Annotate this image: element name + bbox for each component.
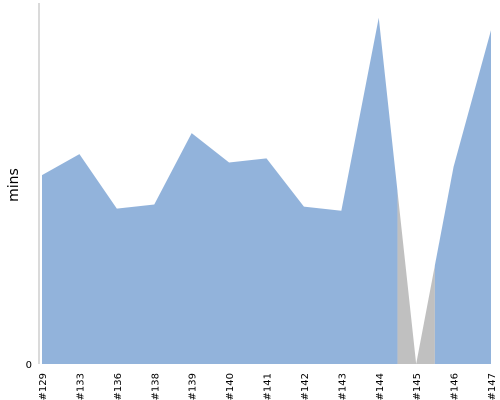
y-tick-label: 0 [26,360,32,371]
x-tick-label: #141 [263,373,274,400]
x-tick-label: #140 [225,373,236,400]
x-tick-label: #144 [375,373,386,400]
y-axis-label: mins [6,168,22,202]
x-tick-label: #143 [337,373,348,400]
y-axis-tick-labels: 0 [26,360,32,371]
x-tick-label: #136 [113,373,124,400]
x-tick-label: #133 [75,373,86,400]
x-tick-label: #147 [487,373,498,400]
x-tick-label: #129 [38,373,49,400]
x-axis-tick-labels: #129 #133 #136 #138 #139 #140 #141 #142 #143 #144… [38,373,498,400]
x-tick-label: #138 [150,373,161,400]
plot-area [42,17,491,365]
area-series-right [434,30,491,365]
x-tick-label: #142 [300,373,311,400]
area-highlight-build-145 [397,190,435,364]
x-tick-label: #146 [450,373,461,400]
area-series-left [42,17,398,364]
x-tick-label: #139 [188,373,199,400]
x-tick-label: #145 [412,373,423,400]
